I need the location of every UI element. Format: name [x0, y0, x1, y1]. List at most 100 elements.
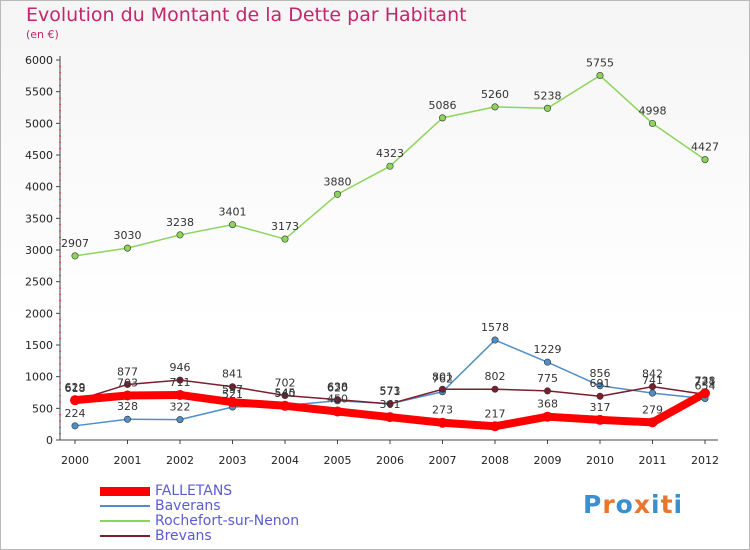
x-tick-label: 2006 — [376, 454, 404, 467]
x-tick-label: 2008 — [481, 454, 509, 467]
data-point-brevans — [281, 392, 289, 400]
data-point-rochefort-sur-nenon — [176, 231, 184, 239]
data-label-brevans: 841 — [222, 368, 243, 381]
data-point-brevans — [124, 380, 132, 388]
y-tick-label: 2000 — [25, 307, 53, 320]
y-tick-label: 0 — [46, 434, 53, 447]
data-label-brevans: 702 — [275, 377, 296, 390]
y-tick-label: 5500 — [25, 86, 53, 99]
data-point-brevans — [333, 396, 341, 404]
axes: 0 500 1000 1500 2000 2500 3000 3500 4000 4500 5000… — [25, 54, 719, 467]
data-point-rochefort-sur-nenon — [229, 221, 237, 229]
data-label-baverans: 1229 — [534, 343, 562, 356]
y-tick-label: 4000 — [25, 181, 53, 194]
y-tick-label: 500 — [32, 402, 53, 415]
data-point-rochefort-sur-nenon — [596, 72, 604, 80]
y-tick-label: 3000 — [25, 244, 53, 257]
data-label-baverans: 322 — [170, 401, 191, 414]
data-point-falletans — [647, 417, 658, 428]
y-tick-label: 4500 — [25, 149, 53, 162]
data-point-brevans — [438, 385, 446, 393]
y-tick-label: 1000 — [25, 371, 53, 384]
x-tick-label: 2004 — [271, 454, 299, 467]
logo-letter: t — [660, 490, 674, 519]
data-label-falletans: 217 — [485, 407, 506, 420]
data-point-brevans — [386, 400, 394, 408]
data-label-rochefort-sur-nenon: 4323 — [376, 147, 404, 160]
x-tick-label: 2001 — [114, 454, 142, 467]
data-label-falletans: 450 — [327, 393, 348, 406]
data-point-falletans — [385, 412, 395, 423]
data-point-brevans — [648, 383, 656, 391]
data-point-baverans — [124, 415, 132, 423]
logo-letter: P — [583, 490, 603, 519]
y-tick-label: 2500 — [25, 276, 53, 289]
data-label-baverans: 328 — [117, 400, 138, 413]
logo-letter: r — [602, 490, 616, 519]
data-label-falletans: 703 — [117, 376, 138, 389]
series-labels: 2907 3030 3238 3401 3173 3880 4323 5086 5260 5238… — [61, 57, 719, 421]
data-label-rochefort-sur-nenon: 3030 — [114, 229, 142, 242]
data-point-baverans — [71, 422, 79, 430]
logo-letter: i — [673, 490, 684, 519]
data-point-brevans — [543, 387, 551, 395]
data-label-brevans: 802 — [485, 370, 506, 383]
data-point-rochefort-sur-nenon — [491, 103, 499, 111]
data-point-falletans — [175, 389, 185, 400]
x-tick-label: 2000 — [61, 454, 89, 467]
data-point-rochefort-sur-nenon — [386, 162, 394, 170]
data-point-rochefort-sur-nenon — [124, 244, 132, 252]
data-label-rochefort-sur-nenon: 3401 — [219, 206, 247, 219]
data-label-falletans: 711 — [170, 376, 191, 389]
data-point-baverans — [543, 358, 551, 366]
y-tick-label: 6000 — [25, 54, 53, 67]
data-point-falletans — [280, 400, 290, 411]
data-point-brevans — [491, 385, 499, 393]
data-label-falletans: 361 — [380, 398, 401, 411]
data-point-rochefort-sur-nenon — [701, 156, 709, 164]
data-label-brevans: 775 — [537, 372, 558, 385]
data-point-falletans — [332, 406, 343, 417]
x-tick-label: 2007 — [429, 454, 457, 467]
data-label-baverans: 741 — [642, 374, 663, 387]
data-point-brevans — [229, 383, 237, 391]
data-label-rochefort-sur-nenon: 5238 — [534, 89, 562, 102]
data-label-rochefort-sur-nenon: 2907 — [61, 237, 89, 250]
data-label-baverans: 654 — [695, 380, 716, 393]
data-point-brevans — [176, 376, 184, 384]
series-points — [70, 72, 710, 432]
legend-swatch-baverans — [100, 505, 150, 507]
data-point-falletans — [542, 411, 553, 422]
x-tick-label: 2012 — [691, 454, 719, 467]
data-label-rochefort-sur-nenon: 5260 — [481, 88, 509, 101]
data-point-baverans — [176, 416, 184, 424]
data-label-falletans: 738 — [695, 374, 716, 387]
data-label-brevans: 801 — [432, 370, 453, 383]
y-tick-label: 1500 — [25, 339, 53, 352]
proxiti-logo: Proxiti — [583, 490, 683, 519]
data-point-falletans — [122, 390, 133, 401]
data-label-rochefort-sur-nenon: 4998 — [639, 104, 667, 117]
data-label-brevans: 571 — [380, 385, 401, 398]
data-point-baverans — [491, 336, 499, 344]
data-label-falletans: 317 — [590, 401, 611, 414]
data-label-baverans: 573 — [380, 385, 401, 398]
y-tick-label: 5000 — [25, 117, 53, 130]
data-label-brevans: 877 — [117, 365, 138, 378]
data-point-rochefort-sur-nenon — [648, 119, 656, 127]
data-label-rochefort-sur-nenon: 3173 — [271, 220, 299, 233]
x-tick-label: 2011 — [639, 454, 667, 467]
x-tick-label: 2003 — [219, 454, 247, 467]
data-label-brevans: 842 — [642, 368, 663, 381]
data-label-baverans: 224 — [65, 407, 86, 420]
data-label-brevans: 618 — [65, 382, 86, 395]
data-label-falletans: 273 — [432, 404, 453, 417]
y-tick-label: 3500 — [25, 212, 53, 225]
data-point-falletans — [490, 421, 500, 432]
legend-label-baverans: Baverans — [155, 498, 221, 514]
logo-letter: o — [615, 490, 634, 519]
legend-label-rochefort: Rochefort-sur-Nenon — [155, 513, 300, 529]
x-tick-label: 2005 — [324, 454, 352, 467]
data-label-baverans: 521 — [222, 388, 243, 401]
